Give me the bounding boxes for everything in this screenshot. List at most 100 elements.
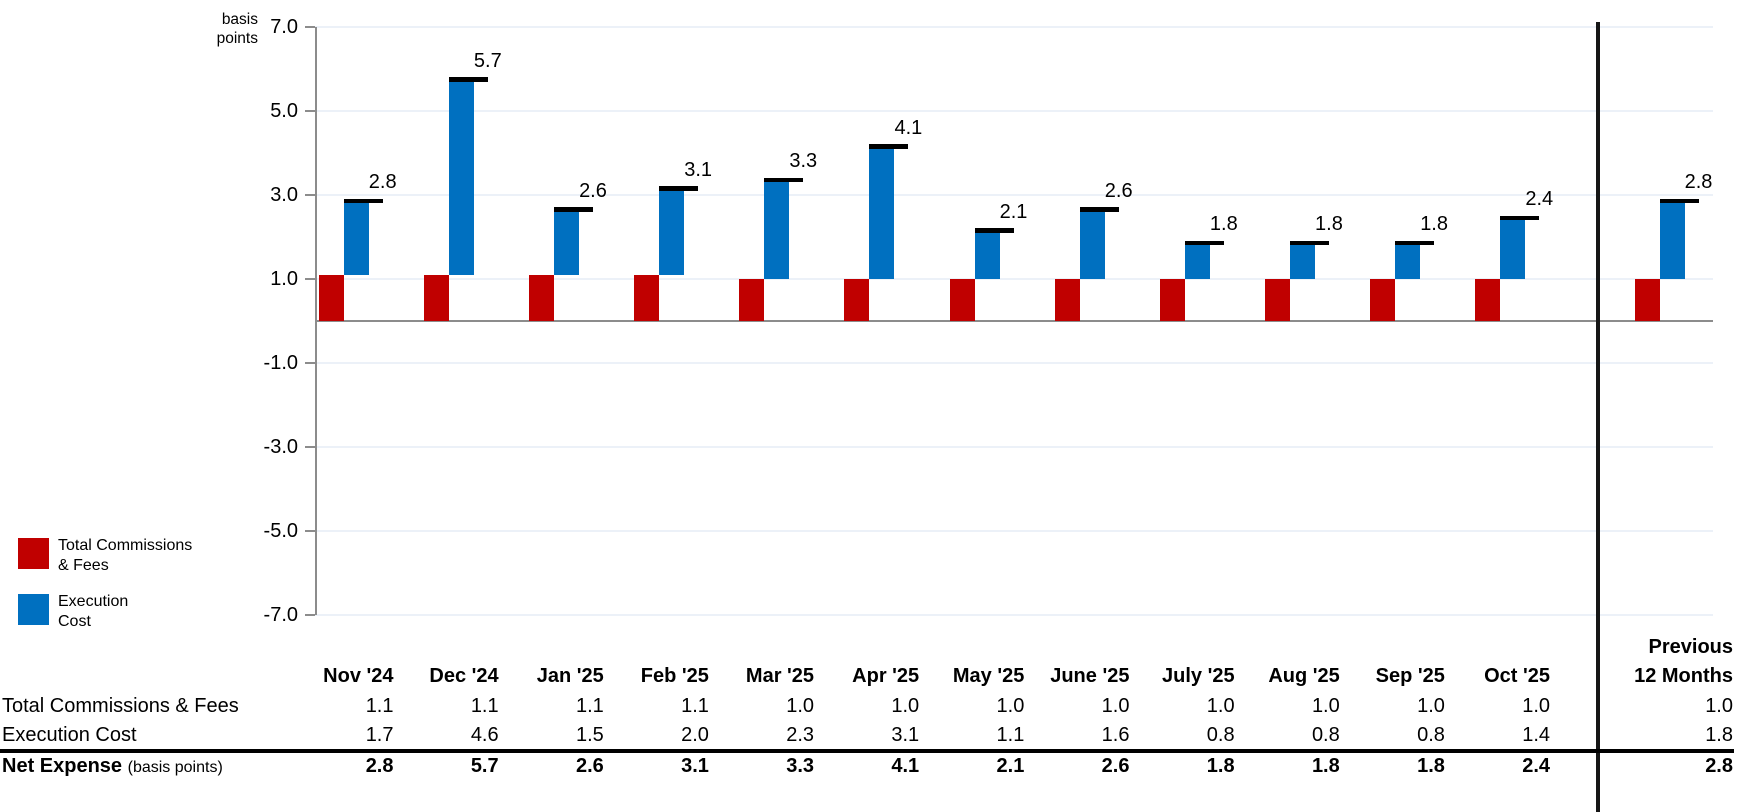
table-cell: 2.1 bbox=[996, 755, 1025, 777]
bar-execution-cost bbox=[448, 81, 474, 275]
y-axis-label--7.0: -7.0 bbox=[263, 604, 298, 626]
y-axis-label--5.0: -5.0 bbox=[263, 520, 298, 542]
table-cell: 2.3 bbox=[786, 724, 815, 746]
table-cell: 3.1 bbox=[891, 724, 920, 746]
y-axis-unit-line2: points bbox=[216, 30, 258, 47]
bar-total-commissions-fees bbox=[844, 279, 870, 321]
table-col-header: May '25 bbox=[952, 665, 1025, 687]
bar-execution-cost bbox=[1659, 203, 1685, 279]
net-expense-marker bbox=[1184, 240, 1224, 246]
net-expense-value-label: 2.6 bbox=[579, 179, 607, 202]
bar-execution-cost bbox=[1500, 220, 1526, 279]
net-expense-marker bbox=[1500, 215, 1540, 221]
y-axis-unit-line1: basis bbox=[221, 11, 258, 28]
summary-cell: 1.0 bbox=[1705, 695, 1733, 717]
table-cell: 2.6 bbox=[575, 755, 604, 777]
table-cell: 0.8 bbox=[1311, 724, 1340, 746]
net-expense-value-label: 5.7 bbox=[473, 49, 502, 72]
gridline--3.0 bbox=[315, 446, 1713, 448]
gridline--7.0 bbox=[315, 614, 1713, 616]
net-expense-value-label: 2.8 bbox=[1684, 171, 1713, 194]
previous-12-months-separator-line bbox=[1596, 22, 1600, 812]
net-expense-value-label: 2.4 bbox=[1525, 188, 1554, 211]
y-axis-label--3.0: -3.0 bbox=[263, 436, 298, 458]
bar-total-commissions-fees bbox=[1370, 279, 1396, 321]
table-cell: 1.1 bbox=[365, 695, 394, 717]
table-col-header: Jan '25 bbox=[536, 665, 604, 687]
net-expense-value-label: 4.1 bbox=[894, 116, 923, 139]
y-axis-label-5.0: 5.0 bbox=[270, 100, 298, 122]
table-cell: 1.1 bbox=[470, 695, 499, 717]
net-expense-marker bbox=[1289, 240, 1329, 246]
table-cell: 1.1 bbox=[575, 695, 604, 717]
net-expense-marker bbox=[1395, 240, 1435, 246]
y-axis-tick-1.0 bbox=[305, 278, 315, 280]
table-cell: 1.0 bbox=[1311, 695, 1340, 717]
x-axis-zero-line bbox=[315, 320, 1713, 322]
net-expense-label: Net Expense bbox=[2, 755, 123, 777]
legend-label-total-commissions-fees: Total Commissions & Fees bbox=[58, 537, 193, 574]
table-col-header: Mar '25 bbox=[745, 665, 815, 687]
table-cell: 1.0 bbox=[1206, 695, 1235, 717]
table-col-header: Feb '25 bbox=[640, 665, 709, 687]
table-cell: 2.0 bbox=[681, 724, 709, 746]
bar-total-commissions-fees bbox=[528, 274, 554, 321]
summary-cell: 2.8 bbox=[1705, 755, 1733, 777]
bar-execution-cost bbox=[974, 232, 1000, 279]
bar-execution-cost bbox=[764, 182, 790, 279]
y-axis-label--1.0: -1.0 bbox=[263, 352, 298, 374]
table-cell: 0.8 bbox=[1417, 724, 1445, 746]
y-axis-unit-label: basis points bbox=[158, 10, 258, 48]
table-cell: 1.0 bbox=[1522, 695, 1551, 717]
net-expense-marker bbox=[553, 207, 593, 212]
table-cell: 1.8 bbox=[1311, 755, 1340, 777]
bar-total-commissions-fees bbox=[318, 274, 344, 321]
net-expense-value-label: 3.3 bbox=[789, 150, 818, 173]
gridline-1.0 bbox=[315, 278, 1713, 280]
bar-total-commissions-fees bbox=[1634, 279, 1660, 321]
table-row-label-net-expense: Net Expense (basis points) bbox=[2, 753, 223, 781]
table-cell: 1.5 bbox=[575, 724, 604, 746]
y-axis-tick--1.0 bbox=[305, 362, 315, 364]
table-col-header: Nov '24 bbox=[323, 665, 394, 687]
table-row-label-execution-cost: Execution Cost bbox=[2, 724, 137, 746]
table-col-header: Aug '25 bbox=[1268, 665, 1340, 687]
net-expense-marker bbox=[343, 198, 383, 204]
table-cell: 2.8 bbox=[365, 755, 394, 777]
bar-total-commissions-fees bbox=[1054, 279, 1080, 321]
net-expense-marker bbox=[1659, 198, 1699, 204]
table-cell: 4.1 bbox=[891, 755, 920, 777]
y-axis-tick--7.0 bbox=[305, 614, 315, 616]
gridline-7.0 bbox=[315, 26, 1713, 28]
bar-execution-cost bbox=[869, 148, 895, 279]
table-cell: 1.8 bbox=[1206, 755, 1235, 777]
bar-execution-cost bbox=[343, 203, 369, 275]
net-expense-value-label: 2.6 bbox=[1104, 179, 1133, 202]
y-axis-tick--3.0 bbox=[305, 446, 315, 448]
bar-execution-cost bbox=[1289, 245, 1315, 279]
net-expense-marker bbox=[659, 186, 699, 191]
table-cell: 5.7 bbox=[470, 755, 499, 777]
table-cell: 1.1 bbox=[996, 724, 1025, 746]
y-axis-label-7.0: 7.0 bbox=[270, 16, 298, 38]
net-expense-marker bbox=[764, 177, 804, 183]
net-expense-value-label: 1.8 bbox=[1420, 213, 1448, 236]
table-cell: 2.6 bbox=[1101, 755, 1130, 777]
table-col-header: Oct '25 bbox=[1484, 665, 1551, 687]
bar-total-commissions-fees bbox=[1475, 279, 1501, 321]
legend-swatch-total-commissions-fees bbox=[18, 538, 49, 569]
bar-execution-cost bbox=[1079, 211, 1105, 279]
table-cell: 4.6 bbox=[470, 724, 499, 746]
table-col-header: Dec '24 bbox=[429, 665, 499, 687]
table-cell: 0.8 bbox=[1206, 724, 1235, 746]
summary-col-header-line1: Previous bbox=[1648, 636, 1733, 658]
bar-total-commissions-fees bbox=[739, 279, 765, 321]
net-expense-value-label: 2.8 bbox=[368, 171, 397, 194]
table-row-label-total-commissions-fees: Total Commissions & Fees bbox=[2, 695, 239, 717]
bar-execution-cost bbox=[1184, 245, 1210, 279]
table-cell: 1.1 bbox=[681, 695, 709, 717]
net-expense-value-label: 1.8 bbox=[1209, 213, 1238, 236]
table-cell: 1.4 bbox=[1522, 724, 1551, 746]
summary-col-header-line2: 12 Months bbox=[1634, 665, 1733, 687]
